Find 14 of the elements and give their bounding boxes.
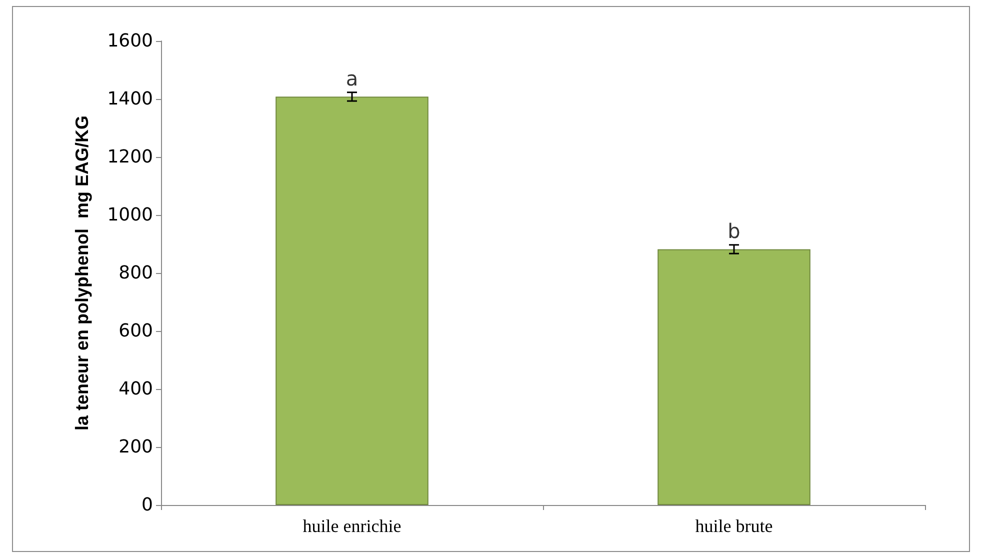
y-tick-label: 200 <box>118 436 153 458</box>
y-tick-label: 1600 <box>107 30 153 52</box>
x-tick-label: huile brute <box>695 516 773 536</box>
annotation: a <box>346 66 358 90</box>
y-axis-title: la teneur en polyphenol mg EAG/KG <box>72 115 92 431</box>
y-tick-label: 1200 <box>107 146 153 168</box>
y-tick-label: 800 <box>118 262 153 284</box>
annotation: b <box>728 218 740 243</box>
y-tick-label: 0 <box>142 494 153 516</box>
y-tick-label: 400 <box>118 378 153 400</box>
x-tick-label: huile enrichie <box>302 516 402 536</box>
y-tick-label: 1400 <box>107 88 153 110</box>
y-tick-label: 1000 <box>107 204 153 226</box>
y-tick-label: 600 <box>118 320 153 342</box>
